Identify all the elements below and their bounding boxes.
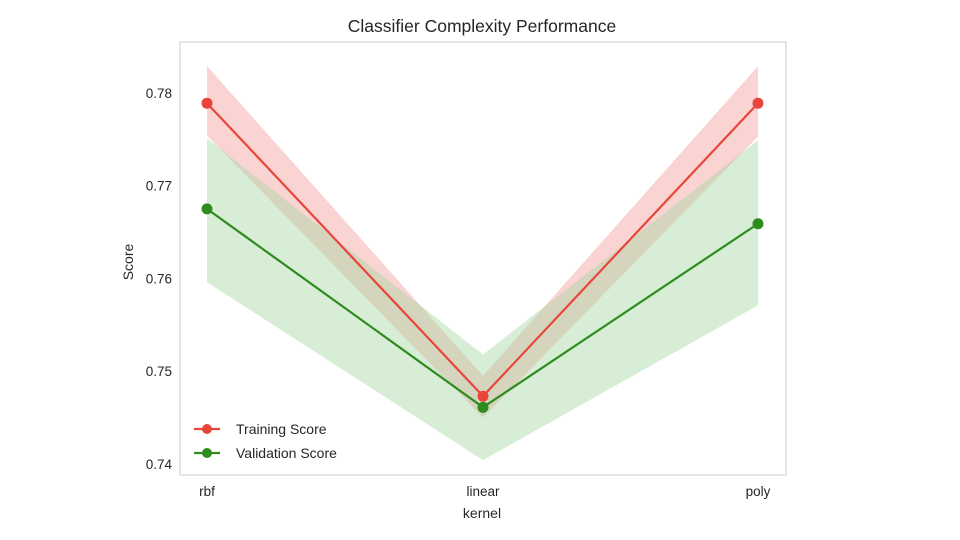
chart-title: Classifier Complexity Performance [348, 16, 616, 36]
confidence-band-validation [207, 138, 758, 461]
confidence-bands [207, 66, 758, 461]
data-point-validation-poly [752, 218, 764, 230]
legend-label-validation: Validation Score [236, 445, 337, 461]
data-point-training-poly [752, 97, 764, 109]
series-points [201, 97, 764, 413]
x-tick-label-linear: linear [466, 484, 500, 499]
data-point-training-linear [477, 390, 489, 402]
legend-marker-validation [202, 448, 212, 458]
confidence-band-training [207, 66, 758, 418]
x-axis-label: kernel [463, 505, 501, 521]
y-tick-label: 0.78 [146, 86, 172, 101]
legend-label-training: Training Score [236, 421, 327, 437]
y-tick-label: 0.76 [146, 271, 172, 286]
y-tick-label: 0.74 [146, 457, 173, 472]
y-tick-label: 0.75 [146, 364, 172, 379]
y-axis-label: Score [120, 244, 136, 281]
x-tick-label-poly: poly [746, 484, 771, 499]
x-tick-label-rbf: rbf [199, 484, 215, 499]
data-point-validation-linear [477, 401, 489, 413]
data-point-validation-rbf [201, 203, 213, 215]
legend-marker-training [202, 424, 212, 434]
y-tick-label: 0.77 [146, 179, 172, 194]
legend: Training Score Validation Score [194, 421, 337, 461]
data-point-training-rbf [201, 97, 213, 109]
y-axis-ticks: 0.74 0.75 0.76 0.77 0.78 [146, 86, 173, 472]
x-axis-ticks: rbf linear poly [199, 484, 771, 499]
